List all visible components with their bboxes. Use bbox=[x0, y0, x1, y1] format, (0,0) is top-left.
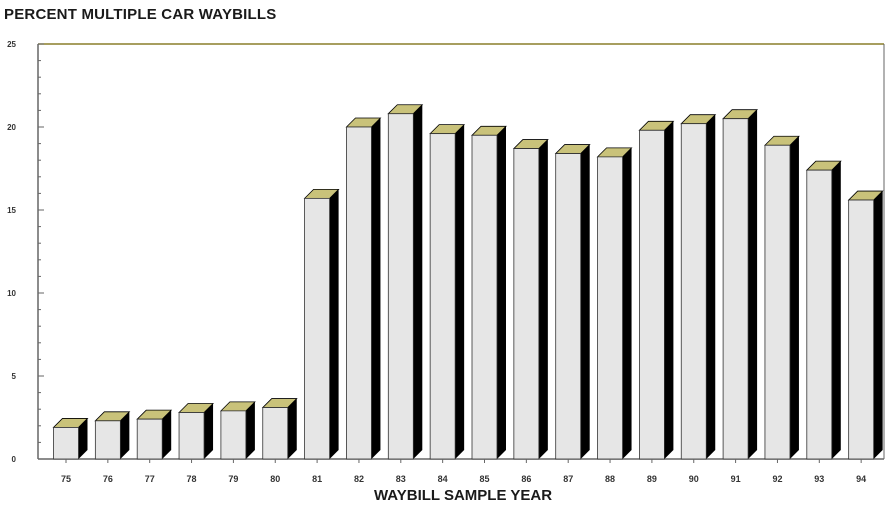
bar-side bbox=[873, 191, 883, 460]
bar bbox=[261, 398, 298, 460]
y-tick-label: 10 bbox=[7, 289, 16, 298]
x-tick-label: 81 bbox=[312, 474, 322, 484]
y-axis: 0 5 10 15 20 25 bbox=[7, 40, 44, 464]
bar-side bbox=[204, 403, 214, 459]
x-tick-label: 77 bbox=[145, 474, 155, 484]
bar bbox=[638, 120, 675, 460]
bar bbox=[596, 147, 633, 460]
bar-face bbox=[304, 197, 331, 460]
bar-side bbox=[748, 109, 758, 459]
bar bbox=[303, 188, 340, 460]
bar bbox=[554, 144, 591, 460]
x-axis-title: WAYBILL SAMPLE YEAR bbox=[374, 487, 552, 504]
bar bbox=[847, 190, 884, 460]
y-tick-label: 0 bbox=[12, 455, 17, 464]
bar-side bbox=[706, 114, 716, 460]
bar bbox=[805, 160, 842, 460]
bar bbox=[52, 418, 89, 460]
x-tick-label: 86 bbox=[521, 474, 531, 484]
x-tick-label: 75 bbox=[61, 474, 71, 484]
bar-face bbox=[764, 144, 791, 460]
bar bbox=[471, 125, 507, 460]
bar-face bbox=[471, 134, 498, 460]
bar-side bbox=[78, 418, 88, 459]
bar-face bbox=[848, 199, 875, 460]
bar bbox=[345, 117, 382, 460]
x-tick-label: 89 bbox=[647, 474, 657, 484]
bar bbox=[722, 109, 759, 460]
bar-face bbox=[136, 418, 163, 460]
bar bbox=[136, 409, 173, 460]
chart-title: PERCENT MULTIPLE CAR WAYBILLS bbox=[4, 6, 277, 23]
bar-side bbox=[245, 401, 255, 459]
y-tick-label: 20 bbox=[7, 123, 16, 132]
bar-side bbox=[538, 139, 548, 459]
y-tick-label: 5 bbox=[12, 372, 17, 381]
x-axis: 75 76 77 78 79 80 81 82 83 84 85 86 87 88 89 90 91 92 93 94 bbox=[61, 459, 866, 484]
bar-side bbox=[371, 118, 381, 459]
x-tick-label: 85 bbox=[479, 474, 489, 484]
bar-face bbox=[387, 113, 414, 460]
bar-face bbox=[429, 133, 456, 460]
bar-side bbox=[120, 411, 130, 459]
x-tick-label: 87 bbox=[563, 474, 573, 484]
x-tick-label: 94 bbox=[856, 474, 866, 484]
x-tick-label: 76 bbox=[103, 474, 113, 484]
bar bbox=[680, 114, 717, 460]
bar-side bbox=[497, 126, 506, 460]
x-tick-label: 83 bbox=[396, 474, 406, 484]
x-tick-label: 78 bbox=[187, 474, 197, 484]
bar-face bbox=[220, 410, 247, 460]
bar-face bbox=[597, 156, 623, 460]
x-tick-label: 79 bbox=[228, 474, 238, 484]
bar bbox=[512, 139, 549, 460]
x-tick-label: 92 bbox=[772, 474, 782, 484]
bar-side bbox=[831, 161, 841, 459]
bar bbox=[178, 403, 215, 460]
bar-side bbox=[622, 147, 632, 459]
bar-face bbox=[94, 420, 121, 460]
bars bbox=[52, 104, 884, 460]
bar-face bbox=[346, 126, 372, 460]
x-tick-label: 88 bbox=[605, 474, 615, 484]
bar bbox=[429, 124, 466, 460]
bar-side bbox=[664, 121, 674, 459]
bar-face bbox=[639, 129, 665, 460]
bar bbox=[94, 411, 131, 460]
bar-side bbox=[162, 410, 172, 459]
bar bbox=[763, 135, 800, 460]
bar-face bbox=[680, 123, 707, 460]
bar-side bbox=[329, 189, 339, 459]
bar-side bbox=[580, 144, 590, 459]
bar-side bbox=[413, 104, 423, 459]
x-tick-label: 93 bbox=[814, 474, 824, 484]
bar-face bbox=[722, 118, 749, 460]
bar-face bbox=[555, 153, 582, 460]
bar bbox=[387, 104, 424, 460]
x-tick-label: 91 bbox=[731, 474, 741, 484]
x-tick-label: 90 bbox=[689, 474, 699, 484]
y-tick-label: 25 bbox=[7, 40, 16, 49]
y-tick-label: 15 bbox=[7, 206, 16, 215]
bar-face bbox=[53, 427, 79, 460]
bar-face bbox=[262, 407, 289, 460]
bar-side bbox=[455, 124, 465, 459]
x-tick-label: 84 bbox=[438, 474, 448, 484]
bar-face bbox=[513, 148, 540, 460]
bar-face bbox=[806, 169, 833, 460]
x-tick-label: 82 bbox=[354, 474, 364, 484]
bar-face bbox=[178, 412, 205, 460]
x-tick-label: 80 bbox=[270, 474, 280, 484]
bar-side bbox=[789, 136, 799, 459]
bar bbox=[219, 401, 256, 460]
bar-side bbox=[287, 398, 297, 459]
